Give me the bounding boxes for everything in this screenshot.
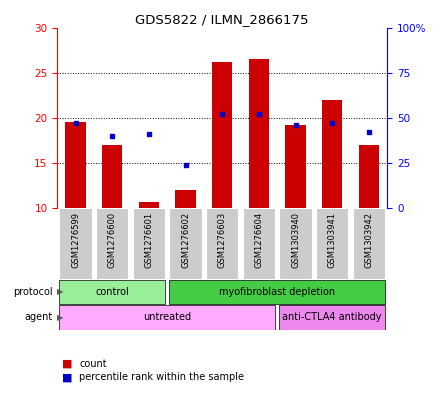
Text: GSM1276604: GSM1276604 <box>254 212 264 268</box>
Bar <box>286 125 306 208</box>
Bar <box>102 145 122 208</box>
Text: GSM1276601: GSM1276601 <box>144 212 154 268</box>
Bar <box>59 305 275 330</box>
Bar <box>322 100 342 208</box>
Bar <box>169 208 202 279</box>
Text: GSM1303941: GSM1303941 <box>328 212 337 268</box>
Bar <box>59 208 92 279</box>
Bar <box>206 208 238 279</box>
Bar <box>279 208 312 279</box>
Text: myofibroblast depletion: myofibroblast depletion <box>219 287 335 297</box>
Text: percentile rank within the sample: percentile rank within the sample <box>79 372 244 382</box>
Text: GSM1303942: GSM1303942 <box>364 212 374 268</box>
Text: ▶: ▶ <box>57 287 63 296</box>
Bar <box>66 122 86 208</box>
Bar <box>243 208 275 279</box>
Text: control: control <box>95 287 129 297</box>
Bar <box>59 279 165 304</box>
Text: ▶: ▶ <box>57 313 63 322</box>
Bar <box>133 208 165 279</box>
Bar <box>316 208 348 279</box>
Text: agent: agent <box>25 312 53 322</box>
Text: GSM1276600: GSM1276600 <box>108 212 117 268</box>
Bar <box>249 59 269 208</box>
Text: anti-CTLA4 antibody: anti-CTLA4 antibody <box>282 312 382 322</box>
Bar <box>359 145 379 208</box>
Text: ■: ■ <box>62 358 72 369</box>
Text: count: count <box>79 358 107 369</box>
Bar <box>169 279 385 304</box>
Bar <box>96 208 128 279</box>
Text: GSM1276602: GSM1276602 <box>181 212 190 268</box>
Text: protocol: protocol <box>13 287 53 297</box>
Title: GDS5822 / ILMN_2866175: GDS5822 / ILMN_2866175 <box>136 13 309 26</box>
Bar <box>139 202 159 208</box>
Bar <box>176 190 196 208</box>
Text: GSM1276603: GSM1276603 <box>218 212 227 268</box>
Text: untreated: untreated <box>143 312 191 322</box>
Bar <box>353 208 385 279</box>
Text: GSM1303940: GSM1303940 <box>291 212 300 268</box>
Text: GSM1276599: GSM1276599 <box>71 212 80 268</box>
Text: ■: ■ <box>62 372 72 382</box>
Bar <box>279 305 385 330</box>
Bar <box>212 62 232 208</box>
